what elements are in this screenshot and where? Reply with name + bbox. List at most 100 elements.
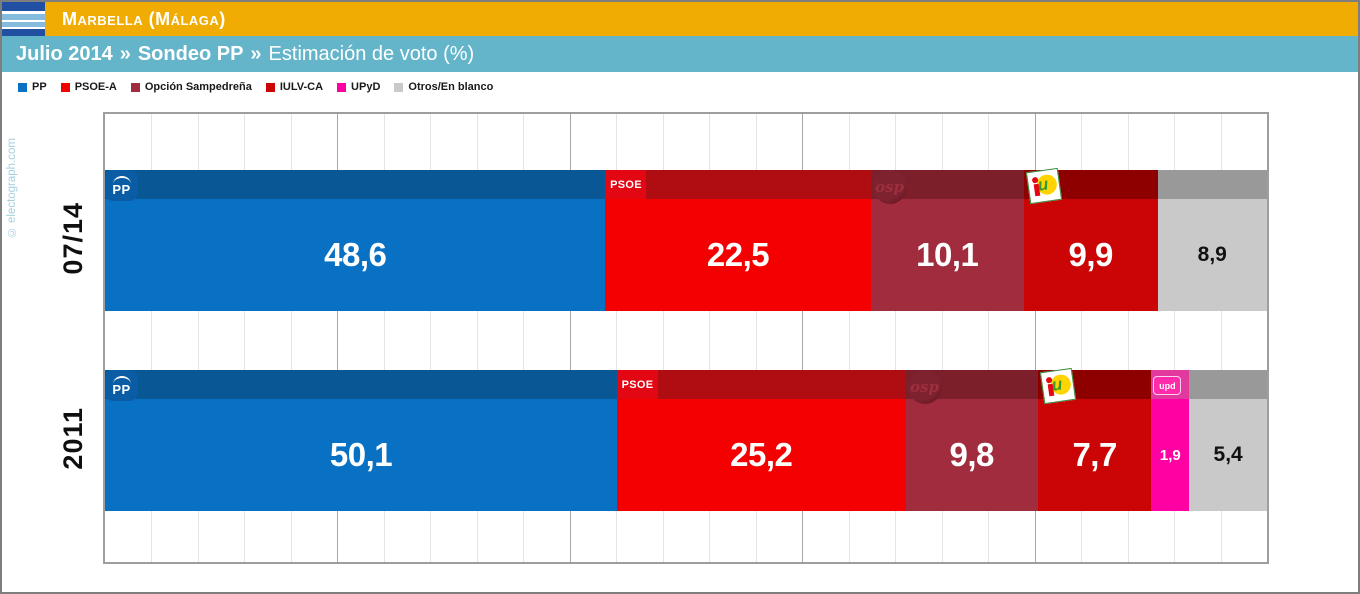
page-title: Marbella (Málaga)	[62, 8, 226, 29]
minor-gridline	[383, 114, 385, 562]
legend-swatch	[130, 82, 140, 92]
subtitle-date: Julio 2014	[16, 42, 113, 65]
pp-logo-icon: PP	[105, 370, 138, 401]
segment-body: 25,2	[617, 399, 906, 511]
plot-area: 48,6 PP 22,5 PSOE 10,1 osp 9,9 u 8,9 50,1 PP 25,2 PS…	[103, 112, 1269, 564]
legend-swatch	[60, 82, 70, 92]
title-bar: Marbella (Málaga)	[2, 2, 1358, 36]
pp-gull-icon	[112, 375, 131, 384]
major-gridline	[802, 114, 804, 562]
psoe-logo-icon: PSOE	[605, 170, 647, 199]
minor-gridline	[523, 114, 525, 562]
segment-body: 8,9	[1157, 199, 1267, 311]
legend-label: Otros/En blanco	[408, 81, 494, 93]
minor-gridline	[662, 114, 664, 562]
legend-swatch	[337, 82, 347, 92]
segment-value-label: 9,8	[949, 436, 995, 473]
category-label-2011: 2011	[52, 368, 94, 509]
legend-label: PSOE-A	[74, 81, 117, 93]
subtitle-separator: »	[250, 42, 262, 65]
major-gridline	[569, 114, 571, 562]
bar-segment-pp: 50,1 PP	[105, 370, 618, 511]
legend-item-psoe-a: PSOE-A	[60, 81, 117, 93]
segment-strip	[105, 370, 618, 399]
flag-stripe	[2, 19, 45, 22]
bar-segment-upyd: 1,9 upd	[1151, 370, 1190, 511]
minor-gridline	[941, 114, 943, 562]
subtitle-source: Sondeo PP	[137, 42, 244, 65]
segment-body: 50,1	[105, 399, 618, 511]
segment-strip	[1157, 170, 1267, 199]
segment-strip	[105, 170, 606, 199]
legend-swatch	[18, 82, 27, 92]
legend-swatch	[394, 82, 404, 92]
minor-gridline	[1127, 114, 1129, 562]
segment-strip	[1189, 370, 1267, 399]
segment-body: 5,4	[1189, 399, 1267, 511]
major-gridline	[337, 114, 339, 562]
minor-gridline	[988, 114, 990, 562]
bar-segment-otros-en-blanco: 8,9	[1157, 170, 1267, 311]
gridlines	[105, 114, 1267, 562]
segment-body: 1,9	[1151, 399, 1190, 511]
legend-item-pp: PP	[18, 81, 47, 93]
legend-item-opcion-sampedrena: Opción Sampedreña	[130, 81, 252, 93]
flag-stripe	[2, 11, 45, 14]
segment-strip	[605, 170, 871, 199]
subtitle-separator: »	[119, 42, 131, 65]
minor-gridline	[476, 114, 478, 562]
segment-body: 22,5	[605, 199, 871, 311]
segment-value-label: 25,2	[730, 436, 793, 473]
minor-gridline	[1220, 114, 1222, 562]
segment-value-label: 5,4	[1213, 443, 1243, 466]
segment-body: 9,9	[1023, 199, 1158, 311]
category-label-text: 2011	[57, 407, 88, 470]
bar-segment-iulv-ca: 9,9 u	[1023, 167, 1158, 311]
stacked-bar-2011: 50,1 PP 25,2 PSOE 9,8 osp 7,7 u 1,9 upd 5,4	[105, 367, 1267, 511]
minor-gridline	[709, 114, 711, 562]
pp-gull-icon	[112, 175, 131, 184]
subtitle-metric: Estimación de voto (%)	[268, 42, 475, 65]
minor-gridline	[151, 114, 153, 562]
category-label-text: 07/14	[57, 202, 88, 275]
bar-segment-psoe-a: 22,5 PSOE	[605, 170, 871, 311]
segment-value-label: 7,7	[1072, 436, 1117, 473]
legend-label: IULV-CA	[279, 81, 324, 93]
minor-gridline	[430, 114, 432, 562]
category-label-07-14: 07/14	[52, 168, 94, 309]
segment-value-label: 50,1	[329, 436, 393, 473]
bar-segment-psoe-a: 25,2 PSOE	[617, 370, 906, 511]
watermark: © electograph.com	[6, 108, 18, 268]
watermark-text: © electograph.com	[6, 137, 18, 239]
segment-value-label: 48,6	[324, 236, 387, 273]
minor-gridline	[848, 114, 850, 562]
stacked-bar-07-14: 48,6 PP 22,5 PSOE 10,1 osp 9,9 u 8,9	[105, 167, 1267, 311]
osp-logo-icon: osp	[872, 170, 907, 204]
segment-body: 7,7	[1037, 399, 1152, 511]
minor-gridline	[895, 114, 897, 562]
segment-value-label: 1,9	[1159, 446, 1181, 464]
upyd-logo-icon: upd	[1153, 376, 1182, 395]
bar-segment-pp: 48,6 PP	[105, 170, 606, 311]
bar-segment-otros-en-blanco: 5,4	[1189, 370, 1267, 511]
segment-strip	[617, 370, 906, 399]
marbella-flag-icon	[2, 2, 45, 36]
segment-value-label: 8,9	[1197, 243, 1227, 266]
minor-gridline	[1174, 114, 1176, 562]
minor-gridline	[290, 114, 292, 562]
minor-gridline	[616, 114, 618, 562]
flag-stripe	[2, 2, 45, 11]
osp-logo-icon: osp	[907, 370, 942, 404]
bar-segment-opcion-sampedrena: 10,1 osp	[870, 170, 1024, 311]
legend-item-iulv-ca: IULV-CA	[265, 81, 324, 93]
segment-value-label: 9,9	[1068, 236, 1114, 273]
iu-logo-icon: u	[1039, 367, 1076, 405]
minor-gridline	[755, 114, 757, 562]
minor-gridline	[244, 114, 246, 562]
flag-stripe	[2, 27, 45, 29]
pp-logo-icon: PP	[105, 170, 138, 201]
legend-label: Opción Sampedreña	[144, 81, 252, 93]
iu-logo-icon: u	[1025, 167, 1062, 205]
bar-segment-opcion-sampedrena: 9,8 osp	[905, 370, 1038, 511]
